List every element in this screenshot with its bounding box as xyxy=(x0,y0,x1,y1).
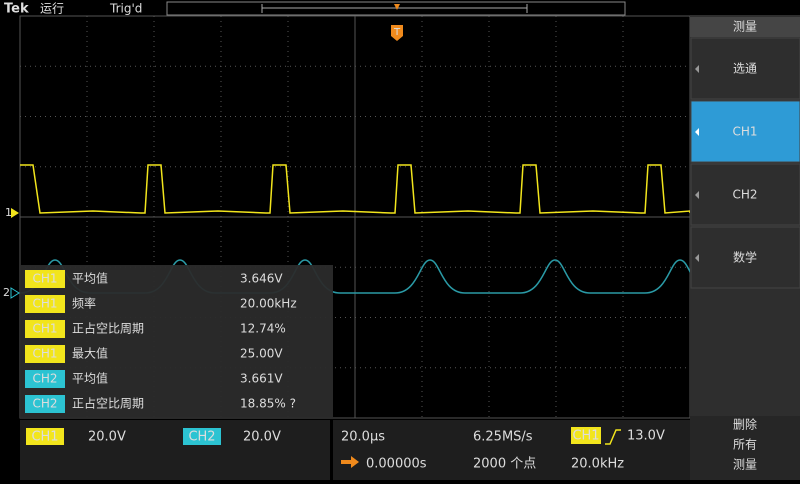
ch1-waveform xyxy=(20,164,691,214)
ch2-marker-label: 2 xyxy=(3,286,10,299)
trigger-source-badge xyxy=(571,427,601,444)
measurement-value: 3.661V xyxy=(240,372,283,386)
footer-line: 测量 xyxy=(733,458,757,472)
measurement-list: CH1 平均值 3.646V CH1 频率 20.00kHz CH1 正占空比周期 12.74%… xyxy=(25,270,297,413)
measurement-name: 平均值 xyxy=(72,371,108,386)
measurement-name: 平均值 xyxy=(72,271,108,286)
trigger-marker xyxy=(391,25,403,41)
menu-arrow xyxy=(695,65,699,73)
ch2-scale: 20.0V xyxy=(243,430,281,445)
trigger-source: CH1 xyxy=(572,429,599,444)
ch2-badge xyxy=(183,428,221,445)
ch1-badge xyxy=(26,428,64,445)
measurement-channel: CH1 xyxy=(32,347,57,361)
vertical-panel[interactable] xyxy=(20,420,330,480)
trigger-level: 13.0V xyxy=(627,429,665,444)
menu-item[interactable] xyxy=(690,163,800,226)
menu-arrow xyxy=(695,254,699,262)
channel-badge xyxy=(25,295,65,313)
trigger-slope xyxy=(605,429,621,445)
brand: Tek xyxy=(4,2,29,17)
footer-line: 删除 xyxy=(733,417,757,432)
ch2-marker xyxy=(10,287,20,299)
side-menu-title: 测量 xyxy=(733,20,757,34)
menu-item[interactable] xyxy=(690,226,800,289)
ch2-label: CH2 xyxy=(188,430,215,445)
menu-item-label: CH2 xyxy=(732,188,757,202)
trigger-position xyxy=(394,4,400,10)
measurement-channel: CH2 xyxy=(32,397,57,411)
measurement-channel: CH1 xyxy=(32,272,57,286)
position-arrow xyxy=(341,456,359,468)
menu-item[interactable] xyxy=(690,37,800,100)
measurement-value: 3.646V xyxy=(240,272,283,286)
menu-item-label: CH1 xyxy=(732,125,757,139)
measurement-channel: CH1 xyxy=(32,322,57,336)
horizontal-panel[interactable] xyxy=(333,420,690,480)
measurement-name: 正占空比周期 xyxy=(72,396,144,411)
side-menu-items: 选通 CH1 CH2 数学 xyxy=(690,37,800,289)
run-status: 运行 xyxy=(40,2,64,16)
channel-badge xyxy=(25,320,65,338)
time-scale: 20.0µs xyxy=(341,430,385,445)
measurement-name: 最大值 xyxy=(72,346,108,361)
measurement-value: 12.74% xyxy=(240,322,286,336)
menu-item[interactable] xyxy=(690,100,800,163)
menu-item-label: 选通 xyxy=(733,62,757,76)
measurement-panel xyxy=(20,265,333,418)
trigger-state: Trig'd xyxy=(109,2,142,16)
menu-arrow xyxy=(695,128,699,136)
position: 0.00000s xyxy=(366,457,427,472)
measurement-channel: CH2 xyxy=(32,372,57,386)
channel-badge xyxy=(25,345,65,363)
measurement-name: 正占空比周期 xyxy=(72,321,144,336)
trigger-frequency: 20.0kHz xyxy=(571,457,624,472)
measurement-value: 20.00kHz xyxy=(240,297,297,311)
channel-badge xyxy=(25,370,65,388)
measurement-value: 25.00V xyxy=(240,347,283,361)
ch1-marker-label: 1 xyxy=(5,206,12,219)
record-window xyxy=(261,4,528,13)
measurement-name: 频率 xyxy=(72,296,96,311)
ch1-label: CH1 xyxy=(31,430,58,445)
channel-badge xyxy=(25,270,65,288)
record-length: 2000 个点 xyxy=(473,457,536,472)
ch1-marker xyxy=(11,208,19,218)
record-bar xyxy=(166,1,626,16)
measurement-value: 18.85% ? xyxy=(240,397,296,411)
measurement-channel: CH1 xyxy=(32,297,57,311)
menu-arrow xyxy=(695,191,699,199)
footer-line: 所有 xyxy=(733,438,757,452)
sample-rate: 6.25MS/s xyxy=(473,430,533,445)
ch1-scale: 20.0V xyxy=(88,430,126,445)
menu-item-label: 数学 xyxy=(733,250,757,265)
channel-badge xyxy=(25,395,65,413)
trigger-marker-label: T xyxy=(393,27,401,38)
side-menu-header xyxy=(690,17,800,37)
side-menu-footer[interactable] xyxy=(690,416,800,480)
